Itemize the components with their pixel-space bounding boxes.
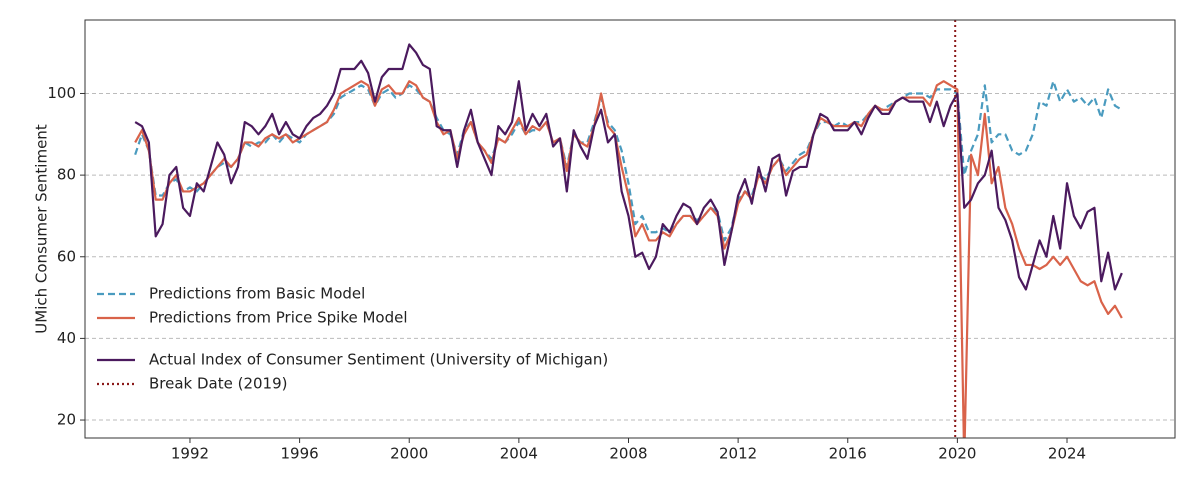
y-tick-label: 40 [57,329,76,347]
x-tick-label: 2000 [390,445,428,463]
x-tick-label: 2024 [1048,445,1086,463]
x-tick-label: 2020 [938,445,976,463]
x-tick-label: 2008 [609,445,647,463]
y-axis-label: UMich Consumer Sentiment [33,124,51,334]
x-tick-label: 1992 [171,445,209,463]
x-tick-label: 2004 [500,445,538,463]
x-tick-label: 2012 [719,445,757,463]
legend-label: Predictions from Price Spike Model [149,309,408,327]
y-tick-label: 100 [47,84,76,102]
x-tick-label: 1996 [281,445,319,463]
y-tick-label: 20 [57,411,76,429]
y-tick-label: 60 [57,247,76,265]
series-line [134,43,1123,291]
plot-area [134,20,1123,438]
legend-label: Break Date (2019) [149,375,288,393]
plot-frame [84,19,1176,439]
legend-label: Predictions from Basic Model [149,285,365,303]
legend-label: Actual Index of Consumer Sentiment (Univ… [149,351,608,369]
x-tick-label: 2016 [829,445,867,463]
y-tick-label: 80 [57,166,76,184]
